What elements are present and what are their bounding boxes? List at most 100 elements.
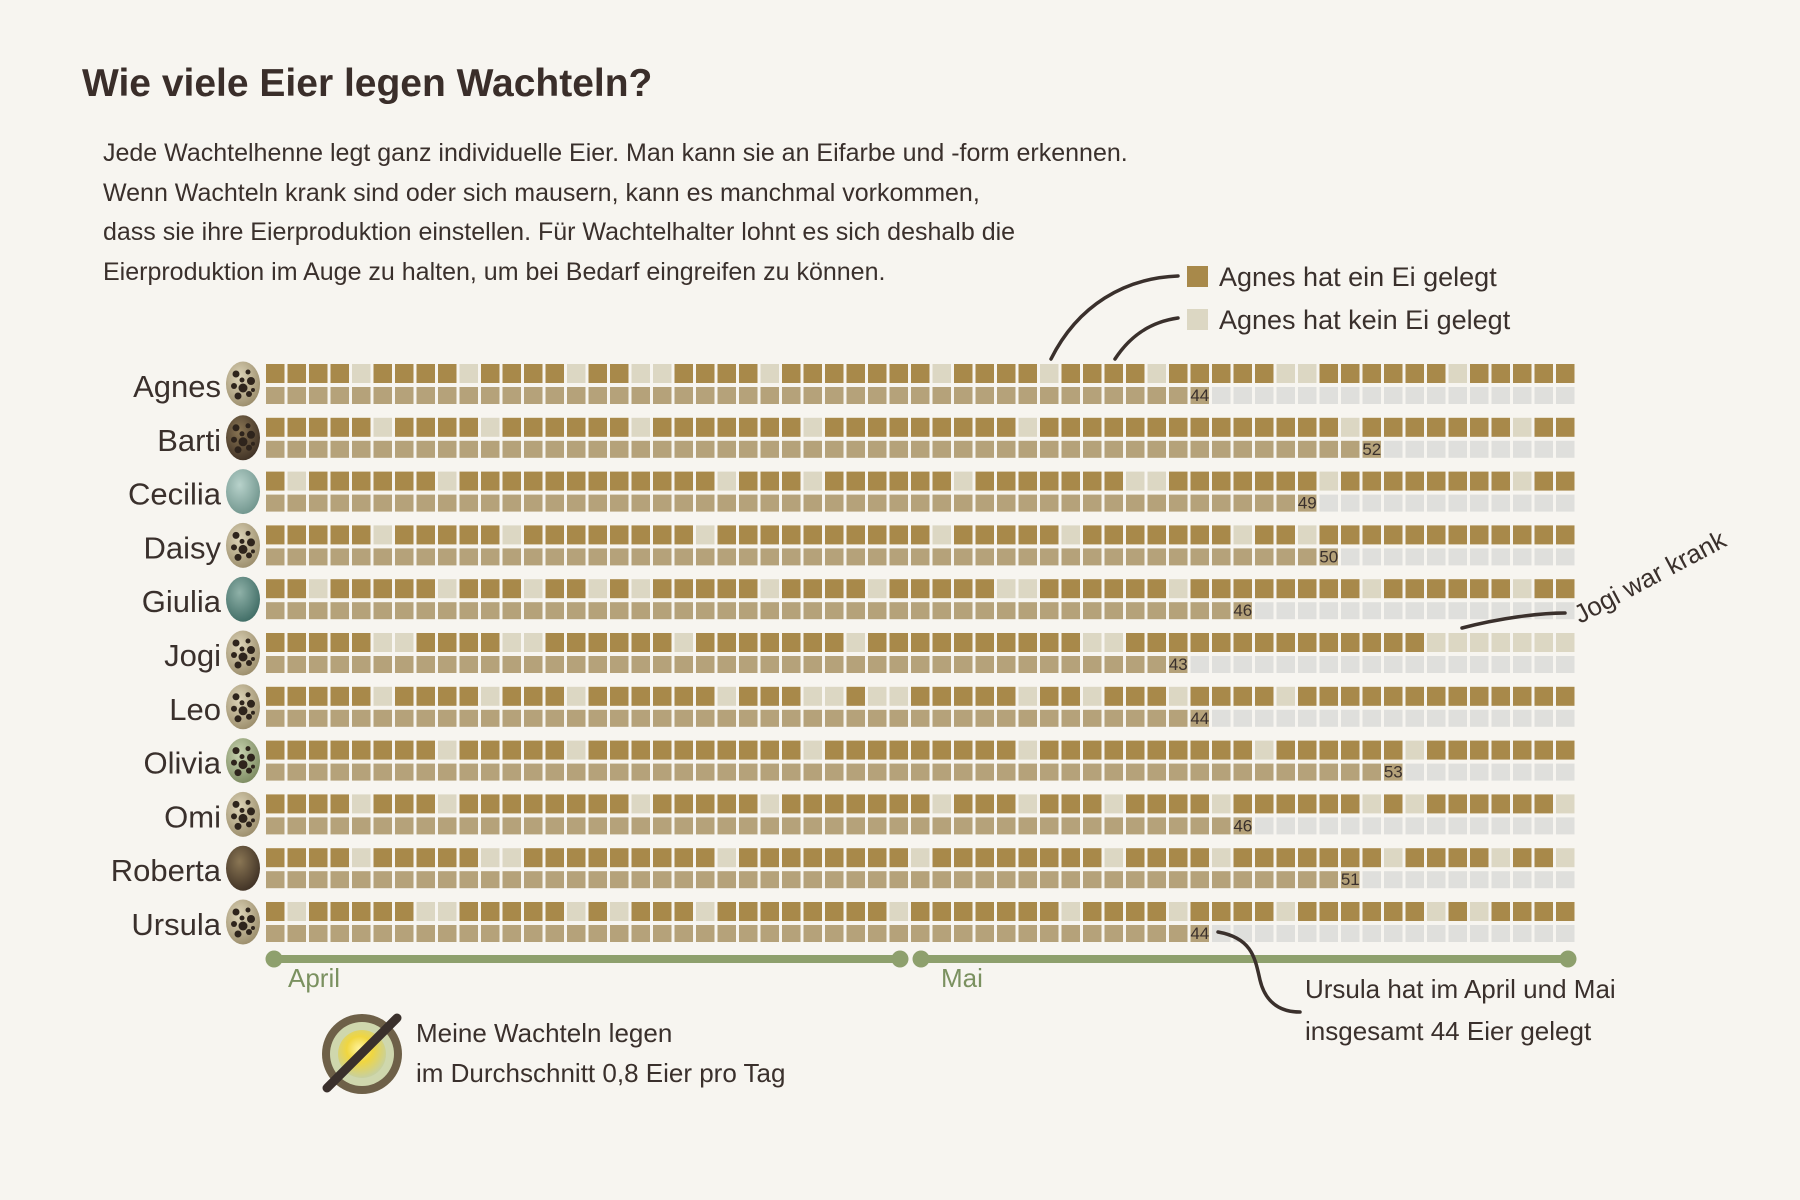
day-cell-empty [1061,902,1080,921]
total-cell-empty [1556,763,1575,781]
day-cell-empty [373,686,392,706]
day-cell-laid [1276,579,1295,599]
day-cell-laid [1470,740,1489,760]
total-cell-empty [1405,763,1424,781]
total-cell-filled [459,548,478,566]
day-cell-laid [1255,579,1274,599]
total-cell-empty [1298,709,1317,727]
day-cell-laid [459,686,478,706]
total-cell-empty [1362,709,1381,727]
day-cell-laid [1126,633,1145,652]
average-note-line: Meine Wachteln legen [416,1018,672,1048]
day-cell-empty [1491,633,1510,652]
total-cell-filled [1169,871,1188,889]
day-cell-empty [1427,633,1446,652]
total-cell-empty [1319,656,1338,673]
day-cell-laid [545,417,564,437]
hen-name-label: Daisy [143,530,221,565]
total-cell-filled [524,656,543,673]
day-cell-empty [631,417,650,437]
day-cell-laid [309,471,328,491]
total-cell-filled [760,387,779,404]
hen-egg-icons [226,361,260,945]
total-cell-empty [1362,602,1381,620]
day-cell-laid [330,686,349,706]
total-cell-filled [954,548,973,566]
total-cell-filled [782,387,801,404]
total-cell-filled [1147,387,1166,404]
total-cell-empty [1556,440,1575,458]
total-cell-empty [1491,763,1510,781]
day-cell-laid [524,740,543,760]
total-cell-filled [373,440,392,458]
total-cell-filled [631,656,650,673]
total-cell-empty [1384,871,1403,889]
legend-label-not-laid: Agnes hat kein Ei gelegt [1219,305,1511,335]
total-cell-empty [1470,817,1489,835]
day-cell-laid [739,794,758,814]
day-cell-empty [1405,740,1424,760]
day-cell-laid [459,525,478,545]
total-cell-filled [1255,871,1274,889]
total-cell-empty [1362,494,1381,512]
total-cell-filled [653,871,672,889]
total-cell-filled [481,763,500,781]
day-cell-laid [287,417,306,437]
total-cell-filled [932,871,951,889]
total-cell-filled [825,548,844,566]
day-cell-laid [438,525,457,545]
day-cell-laid [1405,525,1424,545]
day-cell-empty [889,902,908,921]
day-cell-laid [954,902,973,921]
total-cell-filled [524,548,543,566]
daily-egg-grid [266,364,1575,921]
total-cell-filled [674,548,693,566]
day-cell-laid [524,417,543,437]
day-cell-laid [1061,633,1080,652]
day-cell-empty [868,579,887,599]
day-cell-laid [997,902,1016,921]
day-cell-empty [373,525,392,545]
day-cell-laid [459,471,478,491]
day-cell-laid [846,848,865,868]
day-cell-laid [803,902,822,921]
day-cell-laid [1491,364,1510,383]
total-cell-filled [1040,656,1059,673]
day-cell-laid [588,848,607,868]
total-cell-filled [330,763,349,781]
total-cell-filled [352,763,371,781]
day-cell-laid [481,740,500,760]
day-cell-empty [438,902,457,921]
total-cell-filled [1147,440,1166,458]
total-cell-filled [696,494,715,512]
month-label-april: April [288,963,340,993]
total-cell-filled [1018,387,1037,404]
day-cell-laid [1083,902,1102,921]
total-cell-filled [373,387,392,404]
day-cell-laid [653,740,672,760]
total-cell-filled [502,494,521,512]
total-cell-filled [696,871,715,889]
total-cell-filled [1341,440,1360,458]
total-cell-empty [1384,925,1403,942]
day-cell-laid [373,364,392,383]
day-cell-laid [588,471,607,491]
day-cell-laid [739,525,758,545]
total-cell-filled [631,871,650,889]
total-cell-filled [1147,548,1166,566]
day-cell-laid [997,471,1016,491]
day-cell-laid [610,417,629,437]
total-cell-filled [395,763,414,781]
timeline-mai-start [912,950,930,968]
day-cell-laid [1190,848,1209,868]
day-cell-empty [1147,471,1166,491]
day-cell-empty [373,417,392,437]
day-cell-laid [1233,579,1252,599]
total-cell-filled [932,656,951,673]
total-cell-filled [1298,871,1317,889]
day-cell-laid [975,579,994,599]
day-cell-laid [1556,579,1575,599]
total-cell-filled [846,548,865,566]
total-cell-filled [1169,656,1188,673]
day-cell-laid [1061,417,1080,437]
